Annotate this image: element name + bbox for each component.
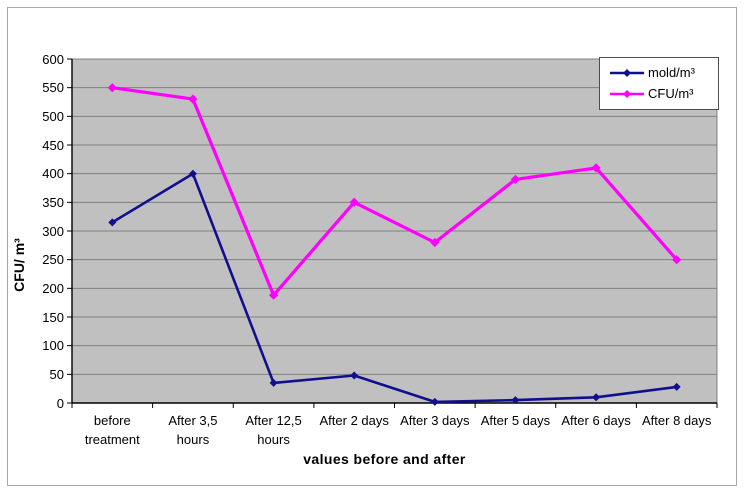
x-category-label: After 3,5 hours xyxy=(168,413,218,447)
x-category-label: After 6 days xyxy=(561,413,631,428)
mold-line-sample-icon xyxy=(610,68,644,77)
y-tick-label: 500 xyxy=(42,108,64,124)
y-tick-label: 600 xyxy=(42,51,64,67)
legend-label-mold: mold/m³ xyxy=(648,64,695,80)
cfu-line-sample-icon xyxy=(610,90,644,99)
y-tick-label: 150 xyxy=(42,309,64,325)
y-tick-label: 0 xyxy=(56,395,64,411)
x-axis-title: values before and after xyxy=(303,451,466,467)
chart-frame xyxy=(7,7,737,486)
y-tick-label: 50 xyxy=(49,366,64,382)
x-category-label: After 5 days xyxy=(480,413,551,428)
y-tick-label: 400 xyxy=(42,166,64,182)
y-tick-label: 450 xyxy=(42,137,64,153)
legend: mold/m³ CFU/m³ xyxy=(599,57,719,110)
y-tick-label: 250 xyxy=(42,252,64,268)
legend-label-cfu: CFU/m³ xyxy=(648,86,694,102)
y-tick-label: 550 xyxy=(42,80,64,96)
y-tick-label: 100 xyxy=(42,338,64,354)
x-category-label: After 2 days xyxy=(319,413,389,428)
y-axis-title: CFU/ m³ xyxy=(11,238,27,292)
legend-item-cfu: CFU/m³ xyxy=(609,87,718,101)
legend-item-mold: mold/m³ xyxy=(609,64,718,80)
x-category-label: After 8 days xyxy=(642,413,712,428)
x-category-label: before treatment xyxy=(84,413,140,447)
y-tick-label: 350 xyxy=(42,194,64,210)
y-tick-label: 200 xyxy=(42,280,64,296)
x-category-label: After 12,5 hours xyxy=(245,413,302,447)
y-tick-label: 300 xyxy=(42,223,64,239)
x-category-label: After 3 days xyxy=(400,413,470,428)
